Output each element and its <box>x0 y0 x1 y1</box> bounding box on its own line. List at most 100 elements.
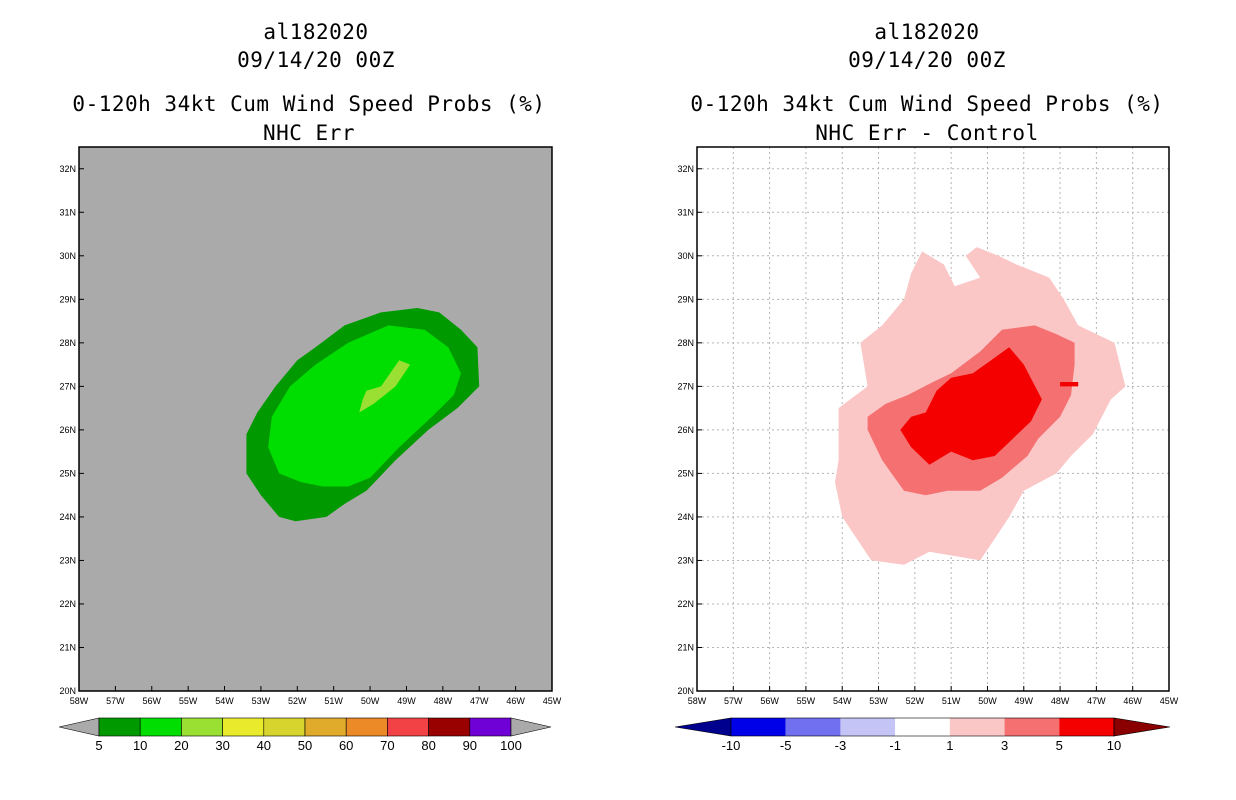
x-tick-label: 58W <box>70 696 89 706</box>
left-plot-frame <box>78 146 553 692</box>
colorbar-segment <box>304 717 347 737</box>
left-title-subtitle: NHC Err <box>263 121 355 145</box>
colorbar-label: 100 <box>500 738 522 753</box>
contour-fill-5-10 <box>900 347 1042 465</box>
colorbar-right-arrow <box>510 717 552 737</box>
x-tick-label: 46W <box>1123 696 1142 706</box>
contour-fill-5-10-small- <box>1060 382 1079 387</box>
colorbar-label: 60 <box>339 738 353 753</box>
x-tick-label: 51W <box>942 696 961 706</box>
left-panel: al182020 09/14/20 00Z 0-120h 34kt Cum Wi… <box>58 20 562 753</box>
colorbar-segment <box>1004 718 1060 736</box>
y-tick-label: 29N <box>677 294 694 304</box>
right-colorbar: -10 -5 -3 -1 1 3 5 10 <box>674 717 1171 753</box>
colorbar-segment <box>428 717 471 737</box>
contour-fill-20-30 <box>359 360 411 413</box>
colorbar-frame <box>730 717 1115 737</box>
x-tick-label: 50W <box>978 696 997 706</box>
x-tick-label: 48W <box>1051 696 1070 706</box>
colorbar-segment <box>840 718 896 736</box>
y-tick-label: 25N <box>677 468 694 478</box>
y-tick-label: 20N <box>677 686 694 696</box>
right-title-subtitle: NHC Err - Control <box>815 121 1038 145</box>
colorbar-segment <box>949 718 1005 736</box>
x-tick-label: 52W <box>288 696 307 706</box>
x-tick-label: 47W <box>1087 696 1106 706</box>
y-tick-label: 26N <box>677 425 694 435</box>
x-tick-label: 50W <box>361 696 380 706</box>
colorbar-segment <box>222 717 265 737</box>
y-tick-label: 22N <box>59 599 76 609</box>
x-tick-label: 51W <box>324 696 343 706</box>
colorbar-label: -3 <box>835 738 847 753</box>
x-tick-label: 49W <box>397 696 416 706</box>
colorbar-label: 1 <box>946 738 953 753</box>
colorbar-label: 30 <box>215 738 229 753</box>
left-axis-ticks: 58W 57W 56W 55W 54W 53W 52W 51W 50W 49W 48W 47W 46W 4… <box>59 164 561 706</box>
colorbar-label: 5 <box>1056 738 1063 753</box>
x-tick-label: 58W <box>688 696 707 706</box>
y-tick-label: 30N <box>677 251 694 261</box>
y-tick-label: 22N <box>677 599 694 609</box>
y-tick-label: 28N <box>59 338 76 348</box>
colorbar-segment <box>345 717 388 737</box>
y-tick-label: 24N <box>677 512 694 522</box>
colorbar-label: 10 <box>133 738 147 753</box>
x-tick-label: 55W <box>179 696 198 706</box>
x-tick-label: 57W <box>106 696 125 706</box>
x-tick-label: 45W <box>1160 696 1179 706</box>
left-title-storm: al182020 <box>263 20 368 44</box>
colorbar-label: -1 <box>889 738 901 753</box>
right-plot-frame <box>696 146 1170 692</box>
colorbar-label: 80 <box>421 738 435 753</box>
y-tick-label: 21N <box>59 642 76 652</box>
y-tick-label: 32N <box>677 164 694 174</box>
colorbar-label: 3 <box>1001 738 1008 753</box>
y-tick-label: 26N <box>59 425 76 435</box>
colorbar-segment <box>785 718 841 736</box>
x-tick-label: 53W <box>869 696 888 706</box>
colorbar-segment <box>181 717 223 737</box>
right-panel: al182020 09/14/20 00Z 0-120h 34kt Cum Wi… <box>674 20 1179 753</box>
colorbar-label: -10 <box>722 738 741 753</box>
left-title-product: 0-120h 34kt Cum Wind Speed Probs (%) <box>72 92 545 116</box>
x-tick-label: 56W <box>143 696 162 706</box>
x-tick-label: 49W <box>1015 696 1034 706</box>
y-tick-label: 23N <box>59 555 76 565</box>
colorbar-right-arrow <box>1113 717 1171 737</box>
y-tick-label: 21N <box>677 642 694 652</box>
y-tick-label: 27N <box>59 381 76 391</box>
x-tick-label: 45W <box>543 696 562 706</box>
right-title-product: 0-120h 34kt Cum Wind Speed Probs (%) <box>690 92 1163 116</box>
x-tick-label: 54W <box>215 696 234 706</box>
left-contour-fills <box>246 308 480 522</box>
colorbar-segment <box>731 718 786 736</box>
y-tick-label: 31N <box>677 207 694 217</box>
right-axis-ticks: 58W 57W 56W 55W 54W 53W 52W 51W 50W 49W 48W 47W 46W 4… <box>677 164 1178 706</box>
y-tick-label: 32N <box>59 164 76 174</box>
right-title-date: 09/14/20 00Z <box>848 48 1006 72</box>
colorbar-label: 50 <box>298 738 312 753</box>
y-tick-label: 25N <box>59 468 76 478</box>
y-tick-label: 23N <box>677 555 694 565</box>
colorbar-label: 5 <box>95 738 102 753</box>
x-tick-label: 55W <box>797 696 816 706</box>
y-tick-label: 28N <box>677 338 694 348</box>
colorbar-label: -5 <box>780 738 792 753</box>
right-title-storm: al182020 <box>874 20 979 44</box>
colorbar-segment <box>469 717 512 737</box>
x-tick-label: 54W <box>833 696 852 706</box>
y-tick-label: 30N <box>59 251 76 261</box>
x-tick-label: 47W <box>470 696 489 706</box>
colorbar-segment <box>387 717 429 737</box>
y-tick-label: 31N <box>59 207 76 217</box>
colorbar-segment <box>98 717 141 737</box>
left-colorbar: 5 10 20 30 40 50 60 70 80 90 100 <box>58 717 552 753</box>
colorbar-segment <box>895 718 950 736</box>
colorbar-segment <box>1059 718 1114 736</box>
colorbar-left-arrow <box>58 717 100 737</box>
colorbar-label: 20 <box>174 738 188 753</box>
colorbar-label: 10 <box>1107 738 1121 753</box>
y-tick-label: 24N <box>59 512 76 522</box>
